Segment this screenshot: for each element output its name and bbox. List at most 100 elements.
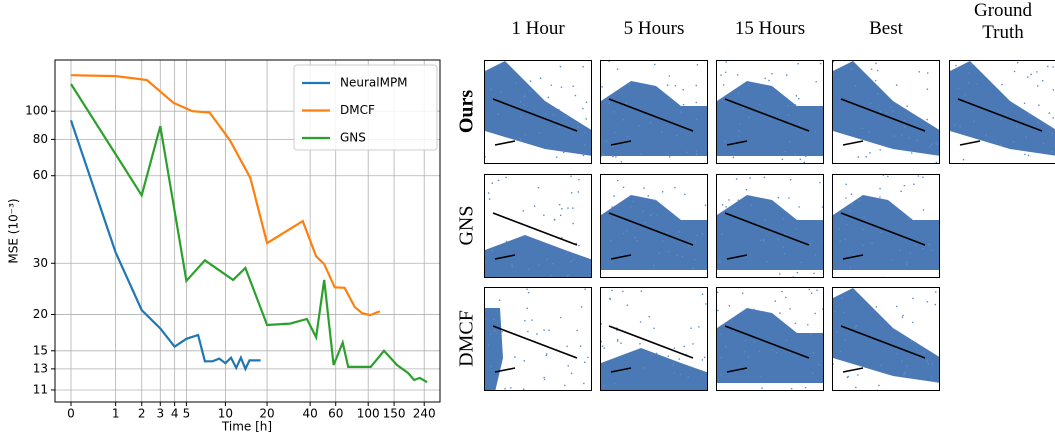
particle [900, 134, 903, 136]
particle [879, 110, 882, 113]
particle [692, 267, 695, 270]
obstacle [724, 98, 810, 132]
particle [724, 345, 727, 348]
particle [562, 151, 565, 154]
particle [679, 373, 682, 376]
particle [698, 326, 700, 328]
particle [648, 315, 651, 318]
particle [854, 326, 857, 328]
particle [795, 95, 798, 97]
row-label: Ours [455, 89, 478, 134]
particle [615, 156, 617, 158]
column-header: 1 Hour [511, 18, 565, 39]
particle [570, 260, 572, 262]
particle [970, 63, 973, 65]
particle [546, 258, 549, 261]
particle [585, 118, 588, 120]
particle [608, 61, 611, 62]
particle [548, 329, 550, 332]
particle [642, 210, 644, 212]
particle [813, 272, 815, 275]
y-tick-label: 80 [33, 132, 48, 146]
obstacle [840, 212, 926, 246]
particle [878, 384, 880, 387]
y-tick-label: 11 [33, 382, 48, 396]
y-tick-label: 60 [33, 168, 48, 182]
particle [845, 197, 847, 199]
particle [895, 84, 898, 86]
particle [684, 193, 686, 196]
particle [717, 260, 720, 262]
particle [736, 74, 739, 76]
particle [724, 140, 726, 143]
particle [666, 84, 669, 86]
obstacle [492, 212, 578, 246]
particle [649, 214, 652, 216]
particle [805, 155, 807, 158]
particle [543, 378, 546, 381]
particle [523, 359, 526, 362]
particle [680, 111, 682, 113]
particle [587, 356, 589, 359]
x-tick-label: 150 [383, 407, 406, 421]
particle [869, 151, 871, 154]
particle [683, 345, 685, 348]
particle [620, 160, 623, 163]
obstacle [840, 98, 926, 132]
obstacle [842, 254, 864, 260]
particle [818, 363, 820, 366]
particle [913, 183, 915, 185]
particle [875, 306, 878, 308]
particles [833, 61, 939, 163]
particle [771, 72, 773, 75]
particle [1050, 150, 1053, 153]
particle [488, 198, 491, 200]
particle [822, 241, 823, 244]
particle [911, 321, 914, 324]
particle [1048, 112, 1051, 114]
particle [788, 197, 790, 199]
y-tick-label: 15 [33, 343, 48, 357]
particle [743, 351, 746, 353]
particle [882, 276, 884, 277]
particle [876, 389, 878, 390]
particle [491, 182, 493, 185]
x-tick-label: 100 [357, 407, 380, 421]
particle [794, 322, 797, 325]
particle [915, 244, 917, 247]
obstacle [726, 254, 748, 260]
particle [957, 87, 960, 90]
particle [577, 191, 580, 193]
particle [622, 232, 625, 235]
particle [918, 71, 921, 73]
particle [674, 84, 677, 87]
particle [833, 363, 834, 365]
particle [583, 361, 586, 363]
particle [930, 249, 933, 251]
particle [1001, 83, 1003, 86]
particle [655, 352, 658, 355]
obstacle [610, 140, 632, 146]
x-axis-label: Time [h] [221, 420, 272, 434]
particle [661, 130, 663, 133]
particle [875, 62, 877, 65]
particle [643, 367, 646, 369]
particle [705, 303, 707, 305]
particle [754, 340, 756, 343]
particle [1036, 71, 1038, 73]
fluid [485, 61, 591, 156]
particle [704, 204, 707, 207]
particle [613, 382, 616, 385]
particle [868, 131, 871, 133]
particle [656, 214, 658, 216]
particle [668, 75, 671, 77]
particle [903, 373, 905, 376]
particle [1038, 104, 1040, 106]
particle [880, 324, 883, 327]
particle [675, 134, 678, 137]
particle [622, 290, 624, 293]
fluid [950, 61, 1055, 156]
obstacle [957, 98, 1043, 132]
particle [533, 205, 536, 207]
particle [497, 179, 500, 182]
